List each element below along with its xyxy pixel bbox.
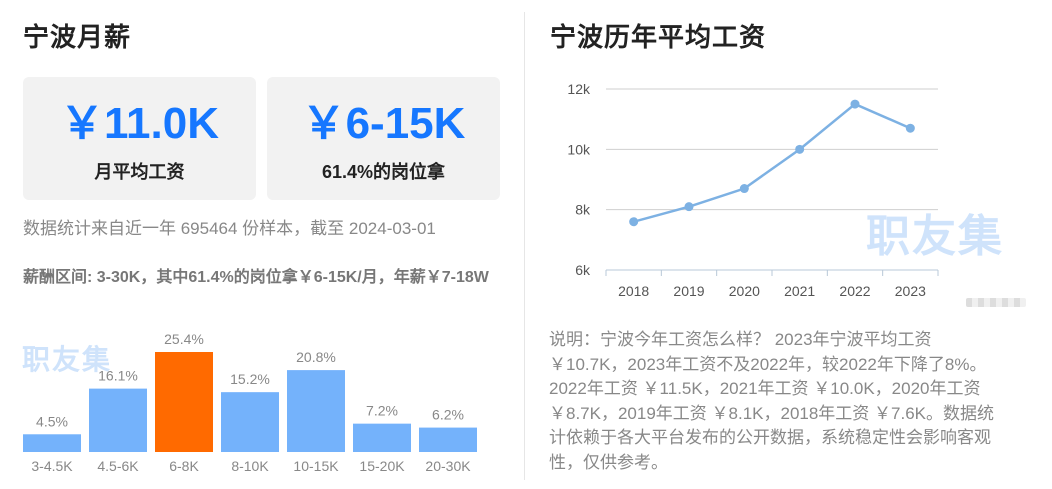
bar-value-label: 25.4%	[164, 331, 204, 347]
salary-range-note: 薪酬区间: 3-30K，其中61.4%的岗位拿￥6-15K/月，年薪￥7-18W	[23, 269, 489, 286]
average-salary-label: 月平均工资	[94, 162, 185, 182]
sample-stat-note: 数据统计来自近一年 695464 份样本，截至 2024-03-01	[23, 219, 436, 238]
salary-range-card: ￥6-15K 61.4%的岗位拿	[267, 77, 500, 200]
bar-category-label: 4.5-6K	[97, 458, 139, 474]
salary-distribution-chart: 4.5% 3-4.5K 16.1% 4.5-6K 25.4% 6-8K 15.2% 8-10K…	[23, 331, 477, 474]
bar-value-label: 15.2%	[230, 371, 270, 387]
salary-panel: 宁波月薪 ￥11.0K 月平均工资 ￥6-15K 61.4%的岗位拿 数据统计来…	[0, 0, 525, 489]
bar-value-label: 6.2%	[432, 407, 464, 423]
salary-range-label: 61.4%的岗位拿	[321, 162, 446, 182]
bar-10-15K	[287, 370, 345, 452]
bar-8-10K	[221, 392, 279, 452]
bar-value-label: 4.5%	[36, 413, 68, 429]
bar-3-4.5K	[23, 434, 81, 452]
bar-6-8K	[155, 352, 213, 452]
monthly-salary-title: 宁波月薪	[23, 22, 132, 52]
bar-15-20K	[353, 423, 411, 452]
watermark-logo-chart: 职友集	[866, 212, 1004, 261]
bar-value-label: 7.2%	[366, 403, 398, 419]
average-salary-value: ￥11.0K	[60, 99, 219, 148]
yearly-salary-description: 说明：宁波今年工资怎么样？ 2023年宁波平均工资￥10.7K，2023年工资不…	[549, 330, 994, 472]
bar-category-label: 3-4.5K	[31, 458, 73, 474]
bar-category-label: 8-10K	[231, 458, 269, 474]
average-salary-card: ￥11.0K 月平均工资	[23, 77, 256, 200]
bar-value-label: 20.8%	[296, 349, 336, 365]
blurred-mark	[966, 298, 1026, 307]
bar-4.5-6K	[89, 388, 147, 452]
yearly-salary-panel: 宁波历年平均工资 说明：宁波今年工资怎么样？ 2023年宁波平均工资￥10.7K…	[526, 0, 1052, 489]
yearly-salary-title: 宁波历年平均工资	[550, 22, 767, 52]
bar-value-label: 16.1%	[98, 368, 138, 384]
watermark-logo: 职友集	[22, 344, 113, 375]
bar-category-label: 6-8K	[169, 458, 199, 474]
salary-range-value: ￥6-15K	[301, 99, 466, 148]
bar-category-label: 10-15K	[293, 458, 339, 474]
bar-category-label: 15-20K	[359, 458, 405, 474]
panel-divider	[524, 12, 525, 480]
bar-category-label: 20-30K	[425, 458, 471, 474]
bar-20-30K	[419, 427, 477, 452]
